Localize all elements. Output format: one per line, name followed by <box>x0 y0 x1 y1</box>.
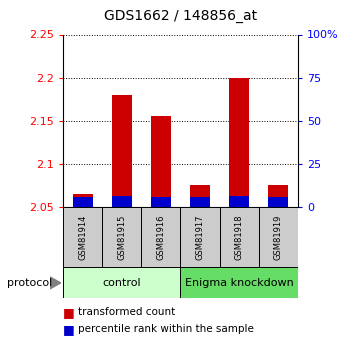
Text: GDS1662 / 148856_at: GDS1662 / 148856_at <box>104 9 257 23</box>
Bar <box>229 78 249 207</box>
Bar <box>142 207 180 267</box>
Text: Enigma knockdown: Enigma knockdown <box>185 278 293 288</box>
Bar <box>229 196 249 207</box>
Text: percentile rank within the sample: percentile rank within the sample <box>78 325 253 334</box>
Bar <box>180 267 298 298</box>
Text: ■: ■ <box>63 306 75 319</box>
Bar <box>112 95 132 207</box>
Text: GSM81919: GSM81919 <box>274 215 283 260</box>
Bar <box>259 207 298 267</box>
Text: GSM81915: GSM81915 <box>117 215 126 260</box>
Bar <box>269 197 288 207</box>
Bar <box>219 207 259 267</box>
Polygon shape <box>50 277 61 289</box>
Bar <box>151 117 171 207</box>
Bar <box>269 185 288 207</box>
Text: GSM81914: GSM81914 <box>78 215 87 260</box>
Bar <box>180 207 219 267</box>
Bar <box>63 267 180 298</box>
Text: ■: ■ <box>63 323 75 336</box>
Bar <box>73 194 92 207</box>
Bar <box>151 197 171 207</box>
Text: control: control <box>103 278 141 288</box>
Bar <box>73 197 92 207</box>
Bar <box>63 207 102 267</box>
Text: GSM81916: GSM81916 <box>156 215 165 260</box>
Text: transformed count: transformed count <box>78 307 175 317</box>
Text: protocol: protocol <box>7 278 52 288</box>
Bar <box>190 185 210 207</box>
Bar <box>102 207 142 267</box>
Bar <box>190 197 210 207</box>
Bar <box>112 196 132 207</box>
Text: GSM81918: GSM81918 <box>235 215 244 260</box>
Text: GSM81917: GSM81917 <box>196 215 205 260</box>
